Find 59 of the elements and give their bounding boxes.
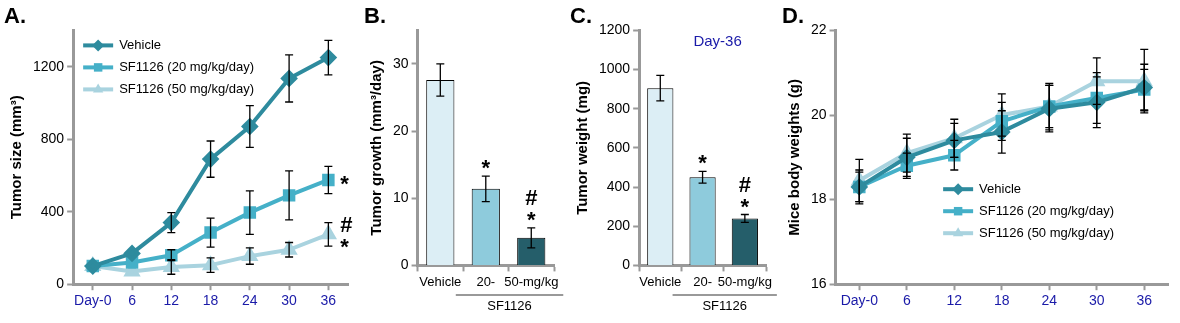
- legend-label: SF1126 (20 mg/kg/day): [979, 202, 1115, 218]
- y-tick-label: 20: [392, 121, 409, 138]
- x-tick-label: 6: [128, 292, 137, 309]
- y-axis-title: Mice body weights (g): [785, 78, 803, 236]
- y-tick-label: 22: [810, 21, 827, 38]
- x-tick-label: 20-: [693, 273, 712, 289]
- y-tick-label: 1200: [32, 57, 65, 74]
- y-tick-label: 800: [606, 99, 631, 116]
- x-tick-label: Vehicle: [639, 273, 682, 289]
- y-tick-label: 20: [810, 105, 827, 122]
- annotation: *: [481, 155, 491, 181]
- y-tick-label: 1000: [598, 60, 631, 77]
- y-tick-label: 400: [606, 177, 631, 194]
- y-axis-title: Tumor size (mm³): [7, 95, 25, 220]
- x-axis-title: SF1126: [487, 298, 532, 314]
- legend-label: SF1126 (50 mg/kg/day): [979, 224, 1115, 240]
- annotation: *: [698, 150, 708, 176]
- y-tick-label: 600: [606, 138, 631, 155]
- x-tick-label: 36: [1136, 292, 1153, 309]
- chart-title: D.: [782, 3, 804, 29]
- x-axis-title: SF1126: [702, 298, 747, 314]
- x-tick-label: 24: [1041, 292, 1058, 309]
- x-tick-label: 50-mg/kg: [717, 273, 772, 289]
- y-tick-label: 10: [392, 189, 409, 206]
- x-tick-label: 50-mg/kg: [504, 273, 559, 289]
- x-tick-label: 20-: [476, 273, 496, 289]
- x-tick-label: 12: [163, 292, 180, 309]
- y-axis-title: Tumor weight (mg): [573, 80, 591, 215]
- chart-title: A.: [4, 3, 26, 29]
- x-tick-label: 24: [242, 292, 258, 309]
- x-tick-label: 6: [902, 292, 911, 309]
- chart-title: B.: [364, 3, 386, 29]
- x-tick-label: Day-0: [840, 292, 879, 309]
- x-tick-label: 30: [281, 292, 298, 309]
- y-tick-label: 400: [40, 202, 65, 219]
- y-tick-label: 800: [40, 130, 65, 147]
- x-tick-label: 18: [994, 292, 1010, 309]
- y-tick-label: 0: [56, 275, 65, 292]
- y-tick-label: 30: [392, 54, 409, 71]
- legend-label: Vehicle: [119, 36, 162, 52]
- x-tick-label: 12: [946, 292, 963, 309]
- x-tick-label: 18: [202, 292, 219, 309]
- x-tick-label: 30: [1088, 292, 1105, 309]
- annotation: *: [340, 171, 350, 197]
- y-tick-label: 18: [810, 190, 827, 207]
- x-tick-label: Day-0: [74, 292, 112, 309]
- chart-subtitle: Day-36: [693, 32, 742, 50]
- x-tick-label: Vehicle: [419, 273, 462, 289]
- chart-title: C.: [570, 3, 592, 29]
- y-tick-label: 0: [400, 256, 409, 273]
- legend-label: SF1126 (50 mg/kg/day): [119, 80, 255, 96]
- y-tick-label: 200: [606, 217, 631, 234]
- y-axis-title: Tumor growth (mm³/day): [367, 60, 385, 236]
- legend-label: SF1126 (20 mg/kg/day): [119, 58, 255, 74]
- y-tick-label: 1200: [598, 21, 631, 38]
- y-tick-label: 16: [810, 275, 827, 292]
- y-tick-label: 0: [622, 256, 631, 273]
- x-tick-label: 36: [320, 292, 337, 309]
- legend-label: Vehicle: [979, 180, 1022, 196]
